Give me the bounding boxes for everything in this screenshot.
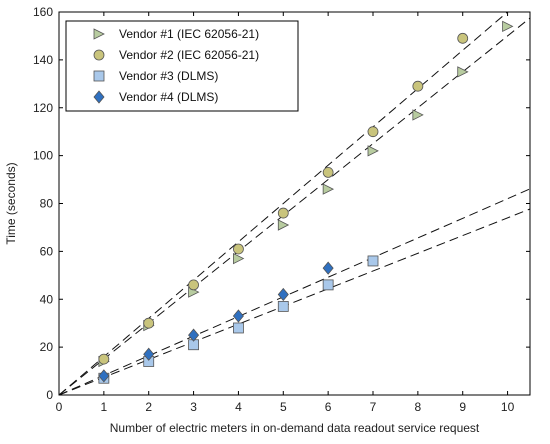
data-point-series-1 xyxy=(412,109,424,121)
y-tick-label: 160 xyxy=(33,5,53,19)
legend-label: Vendor #4 (DLMS) xyxy=(119,90,218,104)
legend-marker xyxy=(93,49,105,61)
legend-label: Vendor #3 (DLMS) xyxy=(119,69,218,83)
legend-item: Vendor #3 (DLMS) xyxy=(93,69,218,83)
legend-item: Vendor #1 (IEC 62056-21) xyxy=(93,27,259,41)
x-tick-label: 5 xyxy=(280,400,287,414)
legend: Vendor #1 (IEC 62056-21) Vendor #2 (IEC 6… xyxy=(65,20,299,112)
legend-marker xyxy=(93,90,105,104)
data-point-series-1 xyxy=(457,66,469,78)
x-tick-label: 8 xyxy=(415,400,422,414)
legend-item: Vendor #4 (DLMS) xyxy=(93,90,218,104)
data-point-series-1 xyxy=(367,145,379,157)
data-point-series-4 xyxy=(188,328,200,342)
legend-label: Vendor #1 (IEC 62056-21) xyxy=(119,27,259,41)
data-point-series-3 xyxy=(322,279,334,291)
trendline-series-1 xyxy=(58,17,531,396)
x-tick-label: 0 xyxy=(56,400,63,414)
legend-marker xyxy=(93,70,105,82)
data-point-series-2 xyxy=(322,166,334,178)
data-point-series-2 xyxy=(412,80,424,92)
x-tick-label: 9 xyxy=(459,400,466,414)
x-tick-label: 6 xyxy=(325,400,332,414)
y-axis-label: Time (seconds) xyxy=(4,162,18,244)
y-tick-label: 60 xyxy=(40,244,54,258)
data-point-series-1 xyxy=(233,252,245,265)
data-point-series-4 xyxy=(98,369,110,383)
data-point-series-3 xyxy=(233,322,244,334)
data-point-series-1 xyxy=(322,183,335,195)
data-point-series-1 xyxy=(277,219,290,231)
x-tick-label: 7 xyxy=(370,400,377,414)
y-tick-label: 140 xyxy=(33,53,53,67)
data-point-series-2 xyxy=(188,279,199,291)
data-point-series-4 xyxy=(277,287,289,302)
trendline-series-3 xyxy=(58,208,531,396)
x-axis-label: Number of electric meters in on-demand d… xyxy=(110,421,480,435)
y-tick-label: 40 xyxy=(40,292,54,306)
data-point-series-3 xyxy=(277,301,289,312)
x-tick-label: 1 xyxy=(101,400,108,414)
x-tick-label: 3 xyxy=(190,400,197,414)
y-tick-label: 80 xyxy=(40,197,54,211)
data-point-series-1 xyxy=(502,20,514,33)
data-point-series-4 xyxy=(143,347,155,361)
y-tick-label: 100 xyxy=(33,149,53,163)
x-tick-label: 4 xyxy=(235,400,242,414)
markers xyxy=(98,20,514,384)
legend-marker xyxy=(93,28,105,40)
data-point-series-2 xyxy=(98,353,110,365)
data-point-series-2 xyxy=(457,32,469,44)
data-point-series-2 xyxy=(277,207,289,219)
data-point-series-3 xyxy=(367,255,379,267)
y-tick-label: 120 xyxy=(33,101,53,115)
y-tick-label: 0 xyxy=(46,388,53,402)
trendline-series-4 xyxy=(58,188,531,396)
data-point-series-2 xyxy=(233,243,244,255)
data-point-series-4 xyxy=(232,309,244,323)
trendline-series-2 xyxy=(58,11,508,396)
trendlines xyxy=(58,11,531,396)
x-tick-label: 2 xyxy=(145,400,152,414)
data-point-series-4 xyxy=(322,261,334,275)
x-tick-label: 10 xyxy=(501,400,515,414)
data-point-series-2 xyxy=(367,126,379,138)
legend-box xyxy=(65,20,299,112)
y-tick-label: 20 xyxy=(40,340,54,354)
legend-item: Vendor #2 (IEC 62056-21) xyxy=(93,48,259,62)
legend-label: Vendor #2 (IEC 62056-21) xyxy=(119,48,259,62)
data-point-series-2 xyxy=(143,317,155,329)
